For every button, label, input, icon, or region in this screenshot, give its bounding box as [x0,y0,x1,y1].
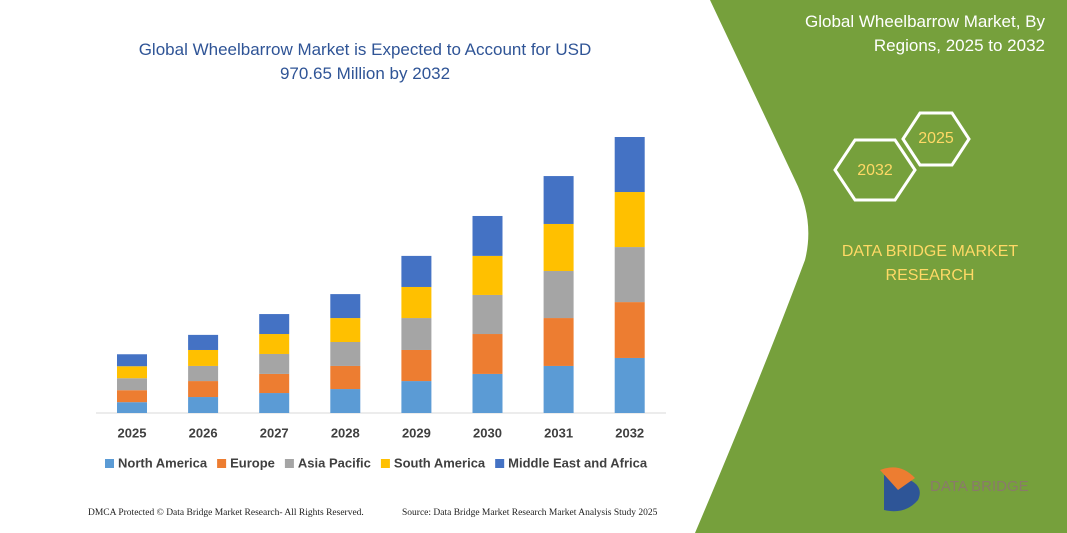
legend-swatch [217,459,227,468]
bar-segment [117,378,147,391]
side-panel [695,0,1067,533]
bar-segment [117,390,147,403]
brand: DATA BRIDGE MARKET RESEARCH [841,243,1019,284]
bar-segment [330,294,361,319]
legend: North America Europe Asia Pacific South Ame… [105,455,648,470]
bar-segment [543,318,574,366]
legend-swatch [284,459,294,468]
x-tick-label: 2027 [260,425,289,440]
bar-segment [401,286,432,319]
bar-segment [614,192,645,248]
bar-segment [117,354,147,367]
x-tick-label: 2032 [615,425,644,440]
bar-segment [401,381,432,413]
bar-segment [188,397,219,413]
legend-label: Middle East and Africa [508,455,648,470]
bar-segment [259,353,290,374]
bar-segment [401,255,432,287]
bar-segment [472,294,503,335]
bar-segment [259,373,290,394]
bar-segment [543,271,574,319]
bar-segment [188,349,219,366]
bar-segment [543,223,574,272]
legend-label: Asia Pacific [298,455,371,470]
bar-segment [188,381,219,398]
legend-label: North America [118,455,208,470]
bar-segment [401,318,432,350]
footer-text: DMCA Protected © Data Bridge Market Rese… [88,508,364,518]
hex-label: 2032 [857,162,893,179]
legend-swatch [105,459,114,468]
hexagon [833,138,917,202]
bar-segment [614,302,645,358]
bar-segment [543,176,574,224]
x-tick-label: 2026 [189,425,218,440]
bar-segment [259,334,290,354]
bar-segment [330,318,361,343]
x-tick-label: 2025 [118,425,147,440]
bar-segment [188,334,219,350]
bar-segment [401,349,432,382]
bar-segment [472,373,503,413]
legend-label: Europe [230,455,275,470]
bar-segment [472,255,503,295]
bar-segment [117,366,147,379]
chart-title: Global Wheelbarrow Market is Expected to… [138,40,592,83]
x-tick-label: 2030 [473,425,502,440]
bar-segment [259,314,290,335]
bar-segment [117,402,147,413]
bar-segment [614,357,645,413]
x-tick-label: 2031 [544,425,573,440]
bar-segment [330,365,361,390]
bar-segment [614,137,645,193]
side-title: Global Wheelbarrow Market, By Regions, 2… [805,12,1045,55]
legend-label: South America [394,455,486,470]
hex-label: 2025 [918,130,954,147]
bar-segment [543,365,574,413]
bar-segment [188,365,219,382]
bar-segment [614,247,645,303]
bar-segment [472,215,503,256]
hexagon [901,111,971,167]
legend-swatch [495,459,505,468]
bar-segment [330,389,361,413]
x-tick-label: 2029 [402,425,431,440]
logo-text: DATA BRIDGE [930,478,1029,495]
bar-segment [330,342,361,366]
bar-segment [259,393,290,413]
logo-icon [880,467,915,490]
bar-segment [472,334,503,374]
x-tick-label: 2028 [331,425,360,440]
legend-swatch [380,459,390,468]
footer-text: Source: Data Bridge Market Research Mark… [402,508,658,518]
